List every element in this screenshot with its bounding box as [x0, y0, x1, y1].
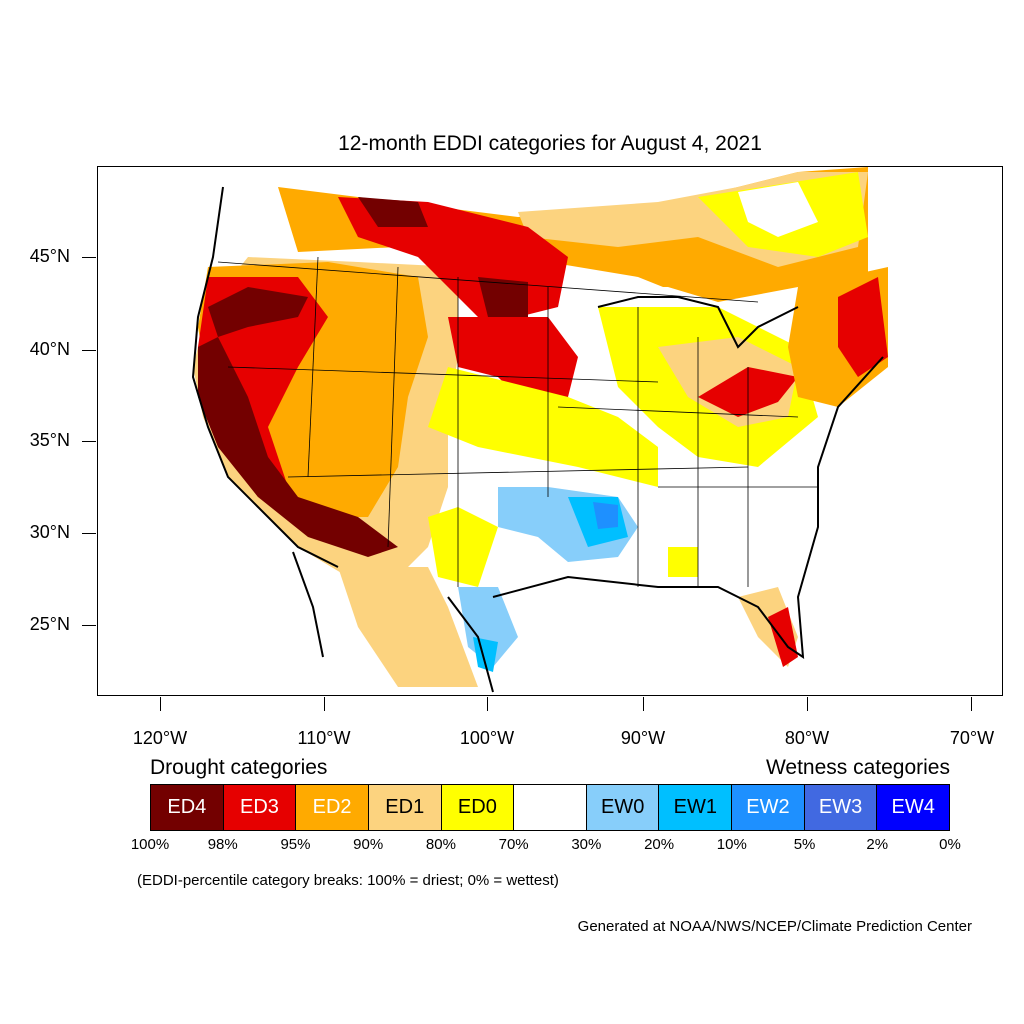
lon-tick-110: 110°W — [297, 728, 351, 748]
lat-tick-line-35 — [82, 441, 96, 442]
wetness-heading: Wetness categories — [765, 756, 950, 779]
legend-swatch-ew3: EW3 — [804, 785, 878, 830]
lat-tick-25: 25°N — [29, 614, 70, 634]
legend-swatch-ed3: ED3 — [223, 785, 297, 830]
lat-tick-line-30 — [82, 533, 96, 534]
eddi-map — [97, 166, 1003, 696]
percentile-label: 10% — [716, 836, 747, 853]
central-ed0 — [428, 367, 658, 487]
percentile-label: 98% — [207, 836, 238, 853]
texas-ed1 — [338, 567, 478, 687]
lon-tick-line-110 — [324, 697, 325, 711]
lat-tick-35: 35°N — [29, 430, 70, 450]
lon-tick-90: 90°W — [620, 728, 666, 748]
legend-swatch-ew1: EW1 — [659, 785, 733, 830]
percentile-label: 90% — [353, 836, 384, 853]
lat-tick-line-40 — [82, 350, 96, 351]
map-title: 12-month EDDI categories for August 4, 2… — [338, 132, 762, 155]
texas-ew0 — [458, 587, 518, 667]
northwest-ed4 — [208, 287, 308, 337]
texas-yellow — [428, 507, 498, 587]
dakota-ed4 — [478, 277, 528, 317]
lat-tick-30: 30°N — [29, 522, 70, 542]
credit-line: Generated at NOAA/NWS/NCEP/Climate Predi… — [577, 918, 972, 935]
percentile-label: 20% — [644, 836, 675, 853]
percentile-label: 95% — [280, 836, 311, 853]
category-note: (EDDI-percentile category breaks: 100% =… — [137, 872, 559, 889]
lon-tick-line-100 — [487, 697, 488, 711]
legend-swatch-ed0: ED0 — [441, 785, 515, 830]
arkansas-ew2 — [593, 502, 618, 529]
lat-tick-45: 45°N — [29, 246, 70, 266]
lon-tick-line-120 — [160, 697, 161, 711]
plains-ed3-lower — [448, 317, 578, 407]
lat-tick-40: 40°N — [29, 339, 70, 359]
texas-ew1 — [473, 637, 498, 672]
percentile-label: 70% — [498, 836, 529, 853]
lon-tick-line-80 — [807, 697, 808, 711]
lon-tick-100: 100°W — [459, 728, 515, 748]
state-borders — [217, 256, 818, 587]
lon-tick-line-70 — [971, 697, 972, 711]
lat-tick-line-25 — [82, 625, 96, 626]
category-legend-bar: ED4 ED3 ED2 ED1 ED0 EW0 EW1 EW2 EW3 EW4 — [150, 784, 950, 831]
percentile-label: 80% — [425, 836, 456, 853]
percentile-label: 2% — [866, 836, 889, 853]
plains-ed4 — [358, 197, 428, 227]
coastlines — [191, 186, 884, 693]
legend-swatch-normal — [514, 785, 587, 830]
legend-swatch-ew2: EW2 — [732, 785, 805, 830]
west-ed4 — [198, 337, 398, 557]
legend-swatch-ed2: ED2 — [296, 785, 369, 830]
percentile-label: 5% — [793, 836, 816, 853]
percentile-label: 30% — [571, 836, 602, 853]
percentile-label: 100% — [130, 836, 170, 853]
lon-tick-120: 120°W — [132, 728, 188, 748]
florida-ed3 — [768, 607, 798, 667]
legend-swatch-ed4: ED4 — [151, 785, 224, 830]
lat-tick-line-45 — [82, 257, 96, 258]
eddi-map-canvas — [191, 167, 888, 693]
percentile-label: 0% — [939, 836, 961, 853]
legend-swatch-ed1: ED1 — [368, 785, 442, 830]
legend-swatch-ew4: EW4 — [877, 785, 950, 830]
lon-tick-line-90 — [643, 697, 644, 711]
northeast-ed3 — [838, 277, 888, 377]
canada-white — [738, 182, 818, 237]
legend-swatch-ew0: EW0 — [586, 785, 660, 830]
lon-tick-70: 70°W — [949, 728, 995, 748]
southeast-ed0 — [668, 547, 698, 577]
drought-heading: Drought categories — [150, 756, 328, 779]
lon-tick-80: 80°W — [784, 728, 830, 748]
